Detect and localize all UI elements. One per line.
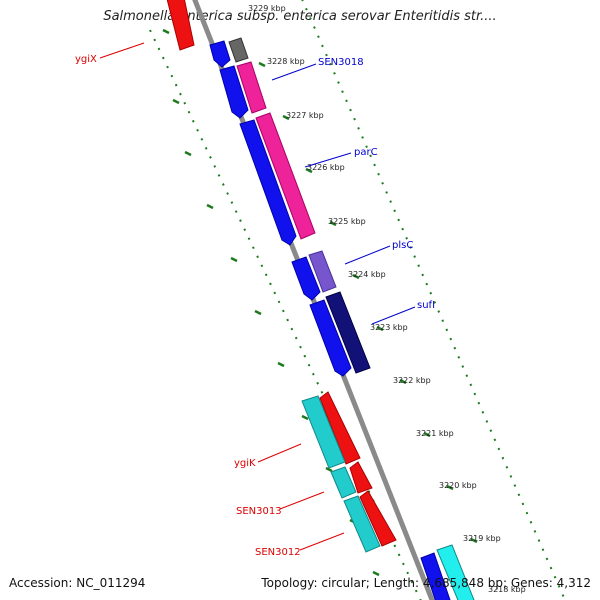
leader-SEN3018: [271, 63, 317, 81]
leader-plsC: [344, 245, 391, 265]
gene-label-SEN3013: SEN3013: [236, 506, 282, 517]
leader-SEN3012: [299, 532, 345, 551]
kbp-label: 3218 kbp: [488, 585, 526, 594]
kbp-label: 3228 kbp: [267, 57, 305, 66]
kbp-label: 3220 kbp: [439, 481, 477, 490]
gene-grey[interactable]: [228, 37, 249, 63]
kbp-label: 3223 kbp: [370, 323, 408, 332]
gene-label-ygiX: ygiX: [75, 54, 97, 65]
gene-sen3013[interactable]: [330, 466, 357, 499]
gene-bottom-cyan[interactable]: [436, 544, 475, 600]
kbp-label: 3227 kbp: [286, 111, 324, 120]
outer-guide-line-right: [301, 0, 566, 600]
kbp-label: 3226 kbp: [307, 163, 345, 172]
leader-ygiK: [257, 443, 302, 463]
kbp-label: 3222 kbp: [393, 376, 431, 385]
gene-parC-blue[interactable]: [239, 119, 297, 246]
gene-label-parC: parC: [354, 147, 378, 158]
accession-text: Accession: NC_011294: [9, 576, 146, 590]
kbp-label: 3225 kbp: [328, 217, 366, 226]
leader-SEN3013: [279, 491, 325, 510]
leader-ygiX: [99, 42, 145, 59]
leader-sufI: [371, 306, 416, 325]
gene-sen3012-red[interactable]: [359, 490, 397, 547]
gene-bottom-blue[interactable]: [420, 552, 451, 600]
gene-label-SEN3012: SEN3012: [255, 547, 301, 558]
kbp-label: 3229 kbp: [248, 4, 286, 13]
gene-sufI-blue[interactable]: [309, 299, 352, 377]
topology-text: Topology: circular; Length: 4,685,848 bp…: [261, 576, 591, 590]
gene-sen3013-red[interactable]: [349, 461, 373, 494]
gene-ygiK[interactable]: [301, 395, 346, 469]
kbp-label: 3221 kbp: [416, 429, 454, 438]
gene-sen3018[interactable]: [236, 61, 267, 114]
gene-label-ygiK: ygiK: [234, 458, 256, 469]
gene-label-SEN3018: SEN3018: [318, 57, 364, 68]
leader-parC: [304, 152, 352, 168]
kbp-label: 3219 kbp: [463, 534, 501, 543]
gene-ygiX[interactable]: [166, 0, 195, 51]
gene-parC[interactable]: [255, 112, 316, 240]
gene-sen3019[interactable]: [209, 40, 231, 68]
gene-label-plsC: plsC: [392, 240, 413, 251]
gene-sen3018-blue[interactable]: [219, 65, 249, 119]
outer-ticks: [258, 61, 478, 544]
gene-sufI[interactable]: [325, 291, 371, 374]
gene-plsC[interactable]: [308, 250, 337, 293]
gene-sen3012[interactable]: [343, 495, 381, 553]
kbp-label: 3224 kbp: [348, 270, 386, 279]
gene-label-sufI: sufI: [417, 300, 435, 311]
gene-plsC-blue[interactable]: [291, 256, 321, 301]
